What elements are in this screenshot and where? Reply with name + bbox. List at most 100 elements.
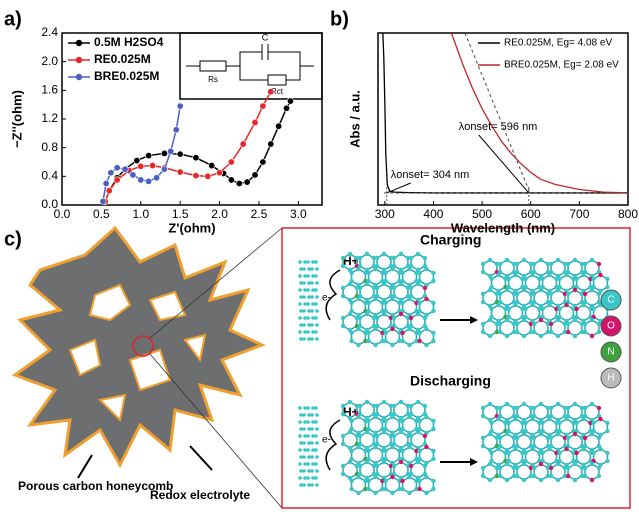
atom (392, 316, 396, 320)
atom (547, 417, 551, 421)
ring (517, 464, 531, 480)
atom (590, 462, 594, 466)
electrode-atom (314, 330, 318, 334)
atom (583, 322, 587, 326)
atom (349, 301, 353, 305)
atom (382, 400, 386, 404)
atom (498, 330, 502, 334)
atom (556, 318, 560, 322)
ring (551, 260, 565, 276)
legend-marker (76, 40, 82, 46)
electrode-atom (310, 469, 314, 473)
atom (416, 400, 420, 404)
atom (481, 436, 485, 440)
atom (540, 307, 544, 311)
ring (377, 254, 391, 270)
atom (566, 330, 570, 334)
atom (400, 339, 404, 343)
ring (483, 260, 497, 276)
atom (583, 436, 587, 440)
electrode-atom (314, 274, 318, 278)
ring (543, 419, 557, 435)
atom (522, 432, 526, 436)
data-point (161, 166, 167, 172)
electrode-atom (314, 260, 318, 264)
inset-label: Rs (208, 75, 218, 84)
atom (349, 419, 353, 423)
ring (577, 305, 591, 321)
ring (517, 320, 531, 336)
ring (343, 284, 357, 300)
atom (522, 318, 526, 322)
atom (382, 252, 386, 256)
atom (424, 491, 428, 495)
x-tick-label: 2.5 (251, 207, 268, 221)
atom (431, 339, 435, 343)
atom (341, 286, 345, 290)
ring (543, 449, 557, 465)
atom (356, 491, 360, 495)
ring (534, 464, 548, 480)
atom (424, 415, 428, 419)
ring (517, 434, 531, 450)
atom (481, 322, 485, 326)
ring (411, 284, 425, 300)
atom (488, 318, 492, 322)
atom (605, 429, 609, 433)
electrode-atom (314, 302, 318, 306)
atom (574, 307, 578, 311)
atom (400, 449, 404, 453)
atom (424, 343, 428, 347)
atom (590, 288, 594, 292)
ring (343, 314, 357, 330)
ring (585, 260, 599, 276)
atom (365, 282, 369, 286)
atom (365, 400, 369, 404)
electrode-atom (315, 309, 319, 313)
atom (590, 258, 594, 262)
atom (523, 307, 527, 311)
atom (515, 292, 519, 296)
ring (517, 290, 531, 306)
series-line (451, 33, 628, 193)
data-point (168, 148, 174, 154)
atom (498, 466, 502, 470)
atom (366, 487, 370, 491)
data-point (108, 170, 114, 176)
atom (431, 419, 435, 423)
atom (400, 419, 404, 423)
electrode-atom (310, 455, 314, 459)
ring (352, 329, 366, 345)
atom (564, 273, 568, 277)
atom (417, 301, 421, 305)
label: Discharging (410, 373, 491, 389)
y-tick-label: 1.2 (41, 111, 58, 125)
atom (488, 288, 492, 292)
ring (394, 402, 408, 418)
atom (424, 445, 428, 449)
atom (515, 262, 519, 266)
atom (423, 434, 427, 438)
data-point (228, 177, 234, 183)
atom (341, 442, 345, 446)
atom (566, 436, 570, 440)
atom (496, 447, 500, 451)
atom (489, 421, 493, 425)
x-axis-label: Wavelength (nm) (451, 220, 555, 235)
atom (341, 264, 345, 268)
electrode-atom (310, 427, 314, 431)
panel-label: c) (4, 228, 22, 250)
ring (577, 275, 591, 291)
atom (505, 402, 509, 406)
annotation-arrow (387, 183, 411, 193)
electrode-atom (298, 274, 302, 278)
atom (566, 292, 570, 296)
annotation: λonset= 596 nm (459, 121, 538, 133)
electrode-atom (302, 483, 306, 487)
data-point (122, 166, 128, 172)
atom (505, 288, 509, 292)
atom (488, 462, 492, 466)
inset-label: C (262, 32, 269, 42)
ring (492, 305, 506, 321)
electrode-atom (314, 288, 318, 292)
